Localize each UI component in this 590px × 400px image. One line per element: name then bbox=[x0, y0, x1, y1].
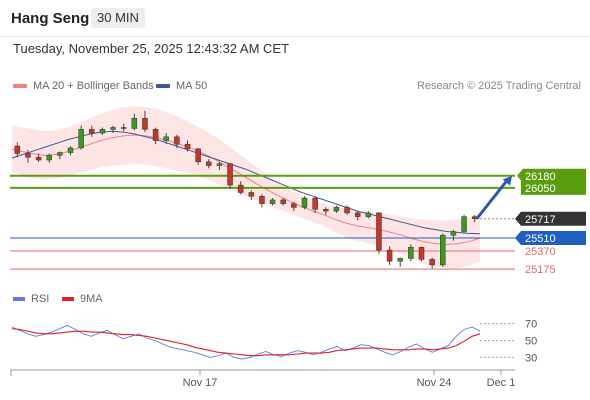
x-axis: Nov 17 Nov 24 Dec 1 bbox=[10, 369, 516, 389]
candle-body bbox=[14, 145, 21, 154]
candle-body bbox=[386, 249, 393, 262]
rsi-tick-label: 50 bbox=[525, 336, 537, 348]
candle-body bbox=[280, 199, 286, 204]
instrument-title[interactable]: Hang Seng bbox=[11, 10, 90, 27]
x-tick-label: Nov 17 bbox=[183, 377, 218, 389]
legend-swatch-ma20 bbox=[13, 84, 27, 89]
legend-item-ma20-bollinger: MA 20 + Bollinger Bands bbox=[13, 80, 154, 92]
candle-body bbox=[301, 197, 308, 208]
candle-body bbox=[131, 117, 138, 129]
level-label-26180: 26180 bbox=[525, 171, 556, 183]
rsi-tick-label: 70 bbox=[525, 319, 537, 331]
level-label-25510: 25510 bbox=[525, 233, 556, 245]
candle-body bbox=[354, 212, 361, 217]
candle-body bbox=[184, 143, 191, 150]
chart-header: Hang Seng 30 MIN bbox=[0, 0, 590, 37]
candle-body bbox=[323, 208, 329, 212]
level-tag-bg bbox=[517, 168, 586, 183]
candle-body bbox=[291, 203, 297, 208]
candle-body bbox=[312, 197, 318, 210]
candle-body bbox=[259, 195, 265, 204]
rsi-panel: 70 50 30 bbox=[11, 319, 537, 364]
attribution-text: Research © 2025 Trading Central bbox=[416, 80, 581, 92]
level-label-25175: 25175 bbox=[525, 264, 556, 276]
candle-body bbox=[195, 148, 201, 163]
candle-body bbox=[25, 153, 31, 158]
level-label-25717: 25717 bbox=[525, 214, 556, 226]
candle-body bbox=[142, 117, 148, 130]
candle-body bbox=[67, 147, 74, 153]
rsi-9ma-line bbox=[11, 328, 481, 357]
candle-body bbox=[376, 212, 382, 251]
timestamp: Tuesday, November 25, 2025 12:43:32 AM C… bbox=[13, 41, 290, 56]
rsi-tick-label: 30 bbox=[525, 352, 537, 364]
candle-body bbox=[89, 129, 95, 134]
legend-item-ma50: MA 50 bbox=[156, 80, 207, 92]
level-tag-bg bbox=[515, 211, 586, 226]
candle-body bbox=[120, 127, 127, 129]
candle-body bbox=[110, 127, 116, 130]
rsi-line bbox=[11, 324, 481, 360]
rsi-legend-swatch-9ma bbox=[62, 297, 74, 302]
candle-body bbox=[429, 259, 435, 266]
candle-body bbox=[206, 161, 212, 166]
candle-body bbox=[152, 129, 159, 141]
rsi-legend-item-rsi: RSI bbox=[13, 293, 49, 305]
candle-body bbox=[269, 199, 276, 204]
level-label-25370: 25370 bbox=[525, 246, 556, 258]
candle-body bbox=[408, 247, 414, 259]
candle-body bbox=[99, 129, 106, 134]
ma50-line bbox=[11, 130, 481, 235]
candle-body bbox=[174, 136, 180, 145]
candle-body bbox=[344, 207, 350, 214]
candle-body bbox=[418, 247, 425, 260]
rsi-legend-label-rsi: RSI bbox=[31, 293, 50, 305]
forecast-arrowhead bbox=[502, 175, 512, 186]
candle-body bbox=[227, 163, 233, 186]
candle-body bbox=[78, 129, 84, 149]
candle-body bbox=[216, 163, 223, 166]
candle-body bbox=[163, 136, 169, 141]
forecast-arrow bbox=[475, 180, 508, 220]
candle-body bbox=[57, 152, 63, 156]
candle-body bbox=[450, 231, 457, 236]
rsi-legend-swatch-rsi bbox=[13, 297, 25, 302]
legend-label-ma50: MA 50 bbox=[176, 80, 208, 92]
candle-body bbox=[248, 192, 255, 197]
candle-body bbox=[461, 216, 467, 232]
x-tick-label: Dec 1 bbox=[487, 377, 516, 389]
candle-body bbox=[397, 258, 403, 262]
level-label-26050: 26050 bbox=[525, 183, 556, 195]
ma20-line bbox=[11, 134, 481, 246]
candle-body bbox=[35, 156, 42, 161]
candle-body bbox=[440, 234, 446, 266]
candle-body bbox=[46, 155, 52, 161]
level-tag-bg bbox=[515, 231, 586, 245]
rsi-legend-label-9ma: 9MA bbox=[80, 293, 103, 305]
x-tick-label: Nov 24 bbox=[417, 377, 452, 389]
candle-body bbox=[237, 184, 244, 193]
interval-button[interactable]: 30 MIN bbox=[91, 8, 145, 28]
legend-swatch-ma50 bbox=[156, 84, 170, 89]
legend-label-ma20: MA 20 + Bollinger Bands bbox=[33, 80, 154, 92]
candle-body bbox=[365, 212, 372, 217]
rsi-legend-item-9ma: 9MA bbox=[62, 293, 103, 305]
candle-body bbox=[333, 207, 340, 212]
level-tag-bg bbox=[521, 180, 586, 195]
